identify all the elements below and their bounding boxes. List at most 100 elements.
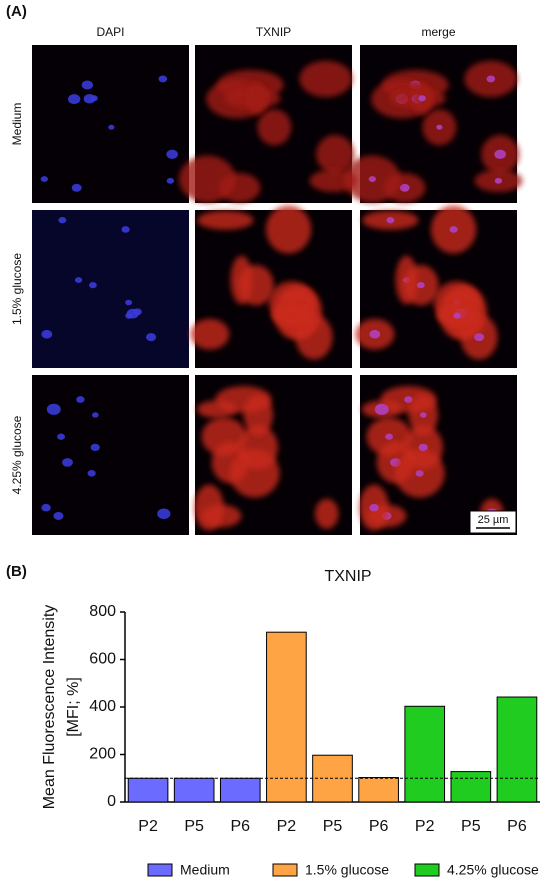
nucleus xyxy=(74,277,83,283)
cell xyxy=(238,425,278,470)
nucleus xyxy=(57,433,65,440)
chart-title: TXNIP xyxy=(324,568,371,585)
nucleus xyxy=(125,299,133,306)
nucleus xyxy=(58,217,67,224)
legend-swatch xyxy=(414,863,440,877)
nucleus xyxy=(166,177,175,184)
nucleus xyxy=(46,403,61,415)
legend-label: 1.5% glucose xyxy=(305,862,389,878)
nucleus xyxy=(87,470,96,477)
x-tick-label: P5 xyxy=(461,818,481,835)
nucleus xyxy=(494,177,503,184)
cell xyxy=(271,305,313,327)
nucleus xyxy=(404,396,413,403)
x-tick-label: P6 xyxy=(507,818,527,835)
micrograph xyxy=(32,375,189,535)
y-tick-label: 0 xyxy=(107,793,116,810)
nucleus xyxy=(41,329,53,339)
cell xyxy=(194,484,224,531)
image-background xyxy=(32,210,189,368)
nucleus xyxy=(474,333,485,342)
cell xyxy=(316,134,355,174)
panel-label: (B) xyxy=(6,563,27,580)
scale-bar-label: 25 µm xyxy=(478,514,509,526)
micrograph xyxy=(179,45,358,203)
nucleus xyxy=(374,403,389,415)
micrograph xyxy=(32,210,189,368)
cell xyxy=(196,400,237,419)
cell xyxy=(243,394,274,436)
micrograph xyxy=(355,205,517,368)
x-tick-label: P2 xyxy=(415,818,435,835)
nucleus xyxy=(453,312,461,319)
bar xyxy=(173,777,215,803)
nucleus xyxy=(62,458,73,467)
row-label: 4.25% glucose xyxy=(10,415,24,494)
bar xyxy=(404,705,446,803)
legend-swatch xyxy=(147,863,173,877)
bar xyxy=(496,696,538,803)
cell xyxy=(238,264,274,306)
x-tick-label: P5 xyxy=(184,818,204,835)
nucleus xyxy=(368,176,376,183)
nucleus xyxy=(40,176,48,183)
nucleus xyxy=(166,149,178,159)
bar xyxy=(127,777,169,803)
nucleus xyxy=(41,503,51,512)
nucleus xyxy=(90,443,100,452)
legend-swatch xyxy=(272,863,298,877)
x-tick-label: P6 xyxy=(369,818,389,835)
nucleus xyxy=(385,433,393,440)
nucleus xyxy=(420,412,427,418)
column-label: merge xyxy=(421,25,455,39)
micrograph-grid: DAPI TXNIP merge Medium 1.5% glucose 4.25% gl… xyxy=(10,25,523,535)
nucleus xyxy=(121,226,130,233)
row-label: 1.5% glucose xyxy=(10,253,24,325)
x-tick-label: P6 xyxy=(230,818,250,835)
nucleus xyxy=(449,226,458,233)
bar xyxy=(450,771,492,803)
micrograph xyxy=(32,45,189,203)
nucleus xyxy=(89,282,97,289)
cell xyxy=(257,109,292,146)
bar xyxy=(358,777,399,803)
nucleus xyxy=(158,75,168,83)
image-background xyxy=(32,45,189,203)
cell xyxy=(266,205,312,254)
y-axis-label: [MFI; %] xyxy=(65,677,82,737)
panel-label: (A) xyxy=(6,3,27,20)
nucleus xyxy=(415,470,424,477)
y-tick-label: 800 xyxy=(89,603,116,620)
legend-label: 4.25% glucose xyxy=(447,862,539,878)
nucleus xyxy=(108,124,115,130)
column-label: TXNIP xyxy=(256,25,291,39)
nucleus xyxy=(418,443,428,452)
nucleus xyxy=(436,124,443,130)
y-tick-label: 400 xyxy=(89,698,116,715)
column-label: DAPI xyxy=(96,25,124,39)
legend-label: Medium xyxy=(180,862,230,878)
x-tick-label: P2 xyxy=(277,818,297,835)
cell xyxy=(179,155,236,203)
nucleus xyxy=(71,183,82,192)
nucleus xyxy=(369,503,379,512)
y-tick-label: 200 xyxy=(89,746,116,763)
cell xyxy=(315,498,339,529)
row-label: Medium xyxy=(10,103,24,146)
cell xyxy=(246,82,268,115)
nucleus xyxy=(486,75,496,83)
cell xyxy=(299,60,353,98)
bar-chart: TXNIP Mean Fluorescence Intensity [MFI; %]… xyxy=(41,568,540,878)
micrograph xyxy=(359,375,517,535)
nucleus xyxy=(418,95,426,102)
bar xyxy=(219,777,261,803)
image-background xyxy=(32,375,189,535)
micrograph xyxy=(190,205,352,368)
micrograph xyxy=(194,375,352,535)
y-axis-label: Mean Fluorescence Intensity xyxy=(41,605,58,810)
cell xyxy=(197,210,254,230)
nucleus xyxy=(53,511,64,520)
cell xyxy=(190,318,230,350)
x-tick-label: P2 xyxy=(138,818,158,835)
